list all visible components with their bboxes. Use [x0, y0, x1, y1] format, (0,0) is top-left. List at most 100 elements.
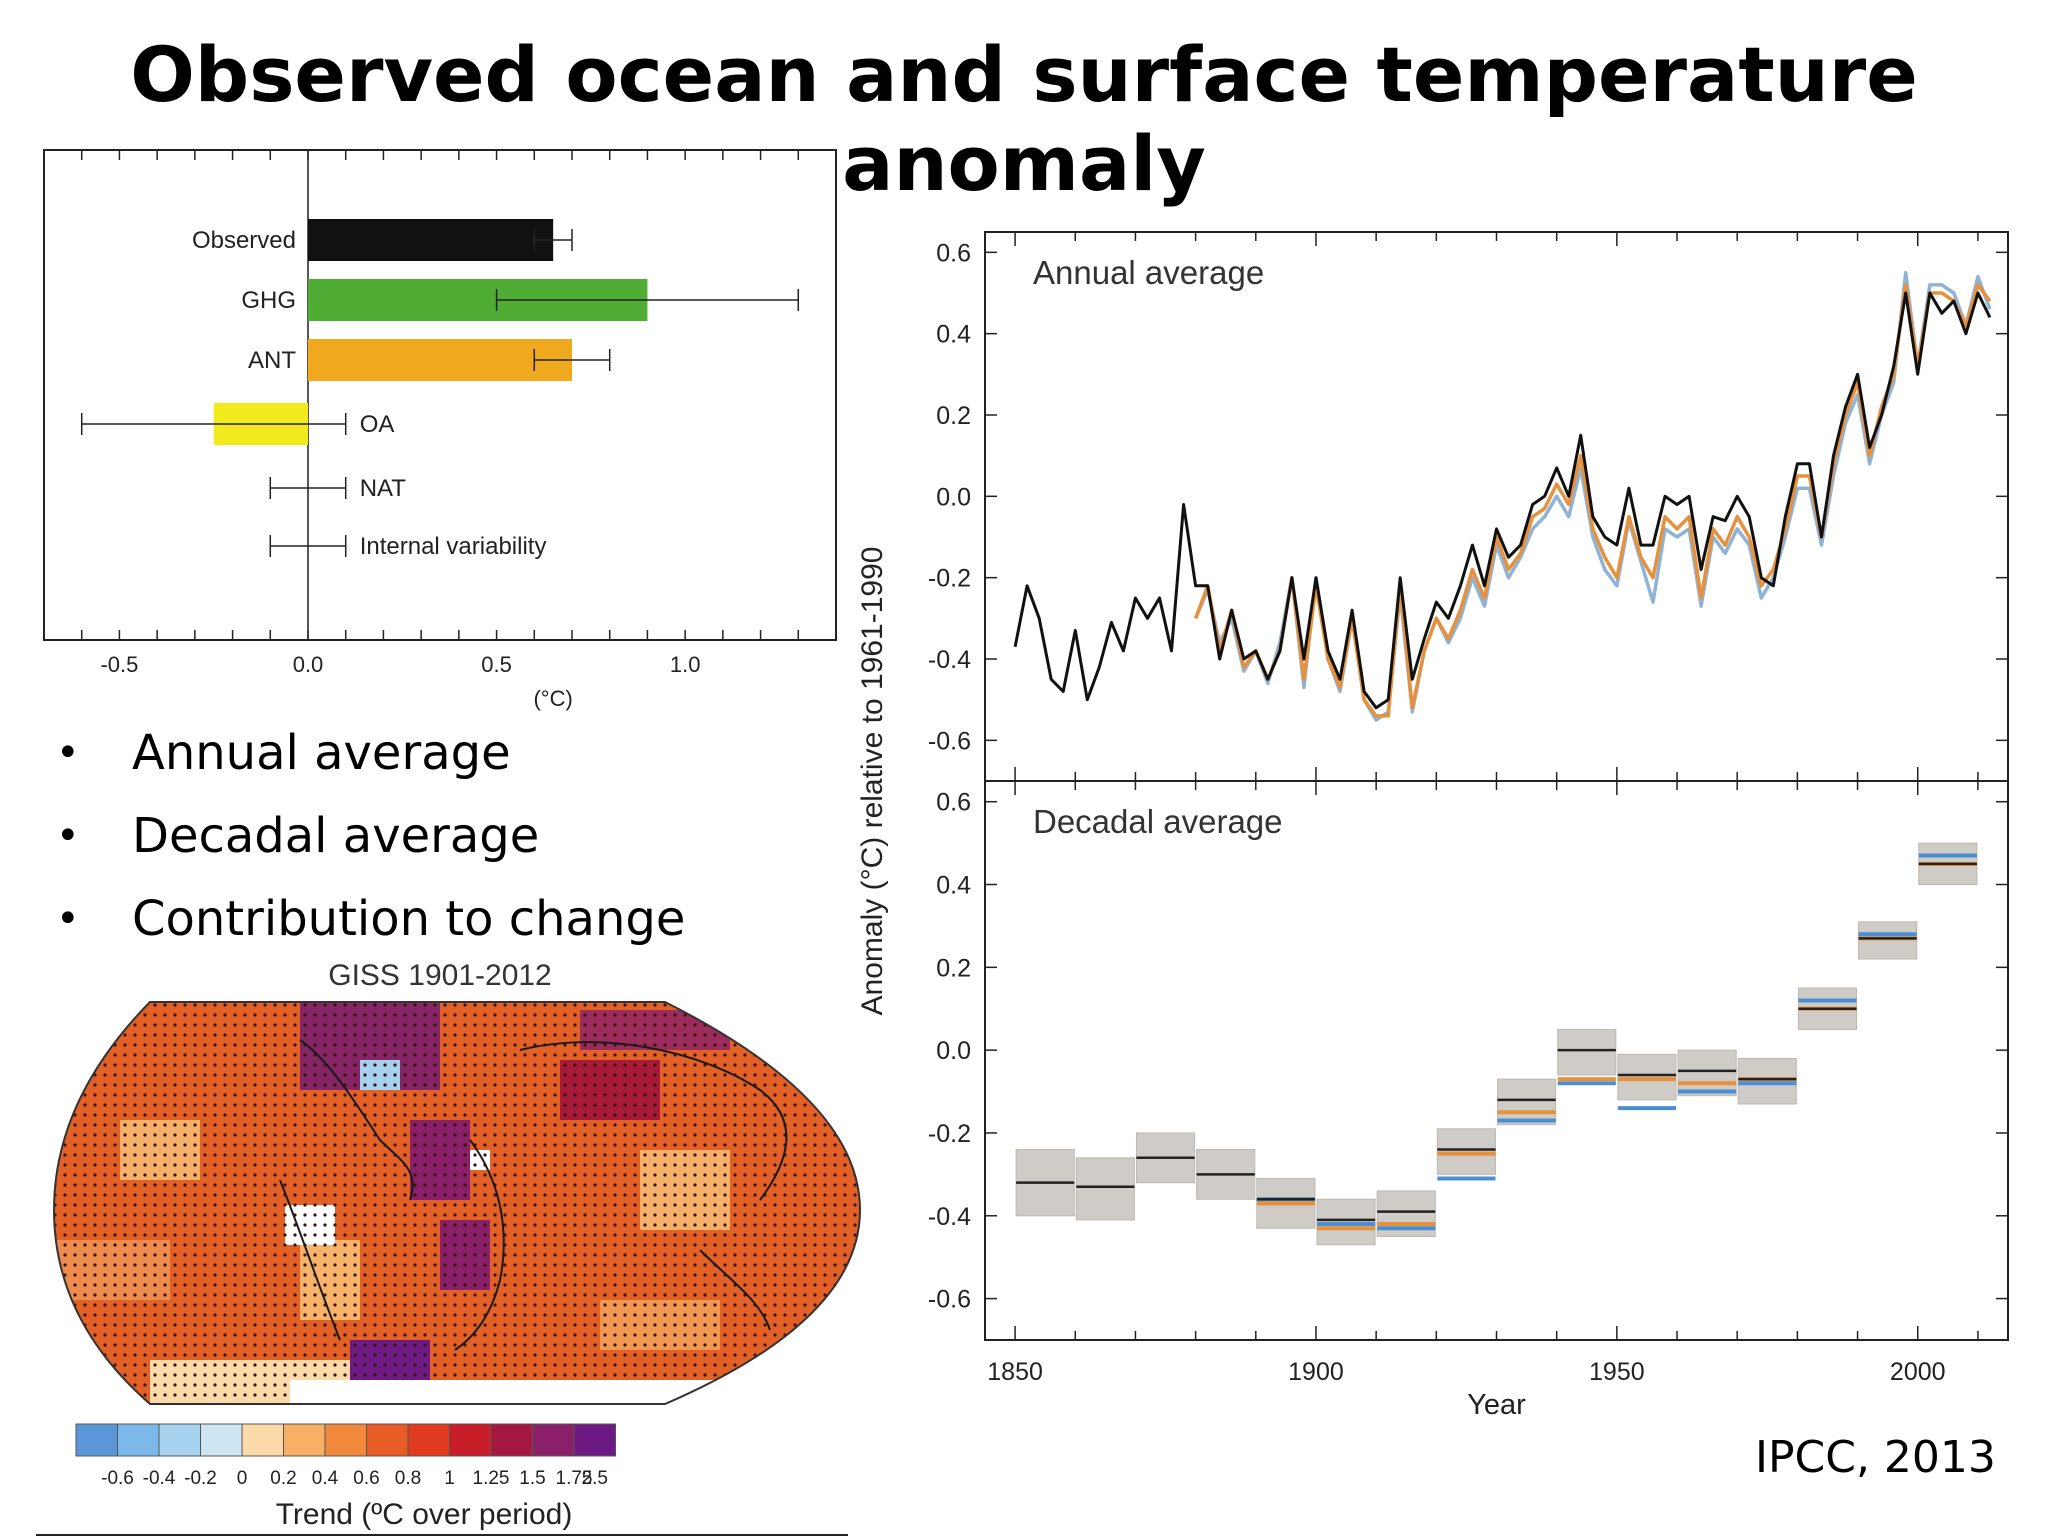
- decadal-uncertainty-box: [1797, 987, 1858, 1030]
- source-credit: IPCC, 2013: [1755, 1432, 1996, 1483]
- attribution-category-label: NAT: [360, 475, 407, 502]
- colorbar-swatch: [324, 1423, 367, 1457]
- annual-ytick-label: -0.6: [928, 727, 971, 755]
- annual-ytick-label: 0.0: [936, 483, 971, 511]
- colorbar-swatch: [573, 1423, 616, 1457]
- decadal-uncertainty-box: [1737, 1057, 1797, 1105]
- xtick-label: 1900: [1288, 1358, 1344, 1386]
- colorbar-swatch: [200, 1423, 243, 1457]
- colorbar-swatch: [75, 1423, 118, 1457]
- attribution-xlabel: (°C): [533, 686, 572, 711]
- attribution-category-label: GHG: [241, 287, 296, 314]
- decadal-ytick-label: -0.2: [928, 1120, 971, 1148]
- bullet-dot: •: [56, 813, 80, 859]
- attribution-category-label: OA: [360, 411, 395, 438]
- colorbar-swatch: [490, 1423, 533, 1457]
- colorbar-tick-label: -0.2: [184, 1468, 217, 1489]
- bullet-item-decadal: • Decadal average: [52, 795, 685, 878]
- colorbar-tick-label: 0.6: [353, 1468, 379, 1489]
- decadal-uncertainty-box: [1075, 1157, 1135, 1221]
- map-title: GISS 1901-2012: [328, 959, 552, 992]
- xtick-label: 2000: [1890, 1358, 1946, 1386]
- decadal-uncertainty-box: [1617, 1053, 1677, 1101]
- colorbar-tick-label: -0.6: [101, 1468, 134, 1489]
- annual-series-orange: [1193, 283, 1992, 718]
- colorbar-swatch: [158, 1423, 201, 1457]
- colorbar: -0.6 -0.4 -0.2 0 0.2 0.4 0.6 0.8 1 1.25 1.5 1.752.5: [75, 1423, 616, 1489]
- decadal-ytick-label: -0.4: [928, 1203, 971, 1231]
- map-outline: [52, 1001, 862, 1405]
- colorbar-swatch: [407, 1423, 450, 1457]
- bullet-text: Annual average: [132, 725, 511, 781]
- annual-ytick-label: -0.2: [928, 565, 971, 593]
- colorbar-swatch: [449, 1423, 492, 1457]
- colorbar-tick-label: 1.25: [473, 1468, 510, 1489]
- decadal-uncertainty-box: [1858, 921, 1918, 960]
- decadal-ytick-label: 0.6: [936, 789, 971, 817]
- decadal-uncertainty-box: [1436, 1128, 1496, 1175]
- colorbar-swatch: [241, 1423, 284, 1457]
- annual-ytick-label: 0.2: [936, 402, 971, 430]
- attribution-category-label: ANT: [248, 347, 296, 374]
- bullet-dot: •: [56, 896, 80, 942]
- annual-series-black: [1013, 291, 1992, 710]
- annual-ytick-label: -0.4: [928, 646, 971, 674]
- attribution-category-label: Observed: [192, 227, 296, 254]
- colorbar-tick-label: 0.4: [312, 1468, 339, 1489]
- annual-series-blue: [1193, 270, 1992, 722]
- decadal-uncertainty-box: [1196, 1149, 1256, 1200]
- no-data-region: [290, 1380, 860, 1404]
- colorbar-tick-label: 0.8: [395, 1468, 421, 1489]
- attribution-xtick-label: 0.0: [293, 652, 324, 677]
- decadal-uncertainty-box: [1918, 842, 1978, 886]
- x-axis-label: Year: [1467, 1389, 1526, 1421]
- coastlines: [279, 1039, 788, 1351]
- significance-dots: [54, 1002, 860, 1404]
- decadal-uncertainty-box: [1497, 1078, 1557, 1126]
- attribution-bar: [308, 279, 648, 321]
- colorbar-swatch: [532, 1423, 575, 1457]
- colorbar-tick-label: 0: [237, 1468, 248, 1489]
- attribution-xtick-label: -0.5: [100, 652, 138, 677]
- timeseries-frame: [984, 231, 2009, 1341]
- y-axis-label: Anomaly (°C) relative to 1961-1990: [856, 547, 889, 1016]
- colorbar-tick-label: 0.2: [270, 1468, 296, 1489]
- colorbar-label: Trend (ºC over period): [276, 1498, 573, 1531]
- map-field: [54, 1002, 860, 1404]
- cool-anomaly: [360, 1060, 400, 1090]
- colorbar-tick-label: -0.4: [143, 1468, 176, 1489]
- attribution-bar: [308, 219, 554, 261]
- annual-panel-label: Annual average: [1033, 254, 1264, 291]
- annual-ytick-label: 0.6: [936, 239, 971, 267]
- decadal-ytick-label: -0.6: [928, 1286, 971, 1314]
- colorbar-swatch: [283, 1423, 326, 1457]
- decadal-uncertainty-box: [1376, 1190, 1436, 1237]
- page-title: Observed ocean and surface temperature a…: [130, 30, 1918, 208]
- attribution-xtick-label: 0.5: [481, 652, 512, 677]
- colorbar-tick-label: 1.5: [519, 1468, 545, 1489]
- xtick-label: 1950: [1589, 1358, 1645, 1386]
- colorbar-tick-label: 1.75: [556, 1468, 593, 1489]
- bullet-dot: •: [56, 730, 80, 776]
- decadal-ytick-label: 0.0: [936, 1037, 971, 1065]
- bullet-item-contribution: • Contribution to change: [52, 878, 685, 961]
- bullet-item-annual: • Annual average: [52, 712, 685, 795]
- bullet-list: • Annual average • Decadal average • Contri…: [52, 712, 685, 961]
- decadal-ytick-label: 0.4: [936, 872, 971, 900]
- attribution-bar: [213, 403, 308, 445]
- attribution-plot-frame: [43, 149, 837, 641]
- attribution-xtick-label: 1.0: [670, 652, 701, 677]
- annual-ytick-label: 0.4: [936, 321, 971, 349]
- colorbar-tick-label: 2.5: [582, 1468, 608, 1489]
- bullet-text: Decadal average: [132, 808, 540, 864]
- no-data-region: [285, 1205, 335, 1245]
- decadal-uncertainty-box: [1316, 1198, 1376, 1246]
- colorbar-swatch: [366, 1423, 409, 1457]
- decadal-uncertainty-box: [1557, 1028, 1617, 1076]
- colorbar-swatch: [117, 1423, 160, 1457]
- decadal-uncertainty-box: [1677, 1049, 1737, 1097]
- colorbar-tick-label: 1: [444, 1468, 455, 1489]
- xtick-label: 1850: [987, 1358, 1043, 1386]
- decadal-panel-label: Decadal average: [1033, 803, 1283, 840]
- attribution-category-label: Internal variability: [360, 533, 547, 560]
